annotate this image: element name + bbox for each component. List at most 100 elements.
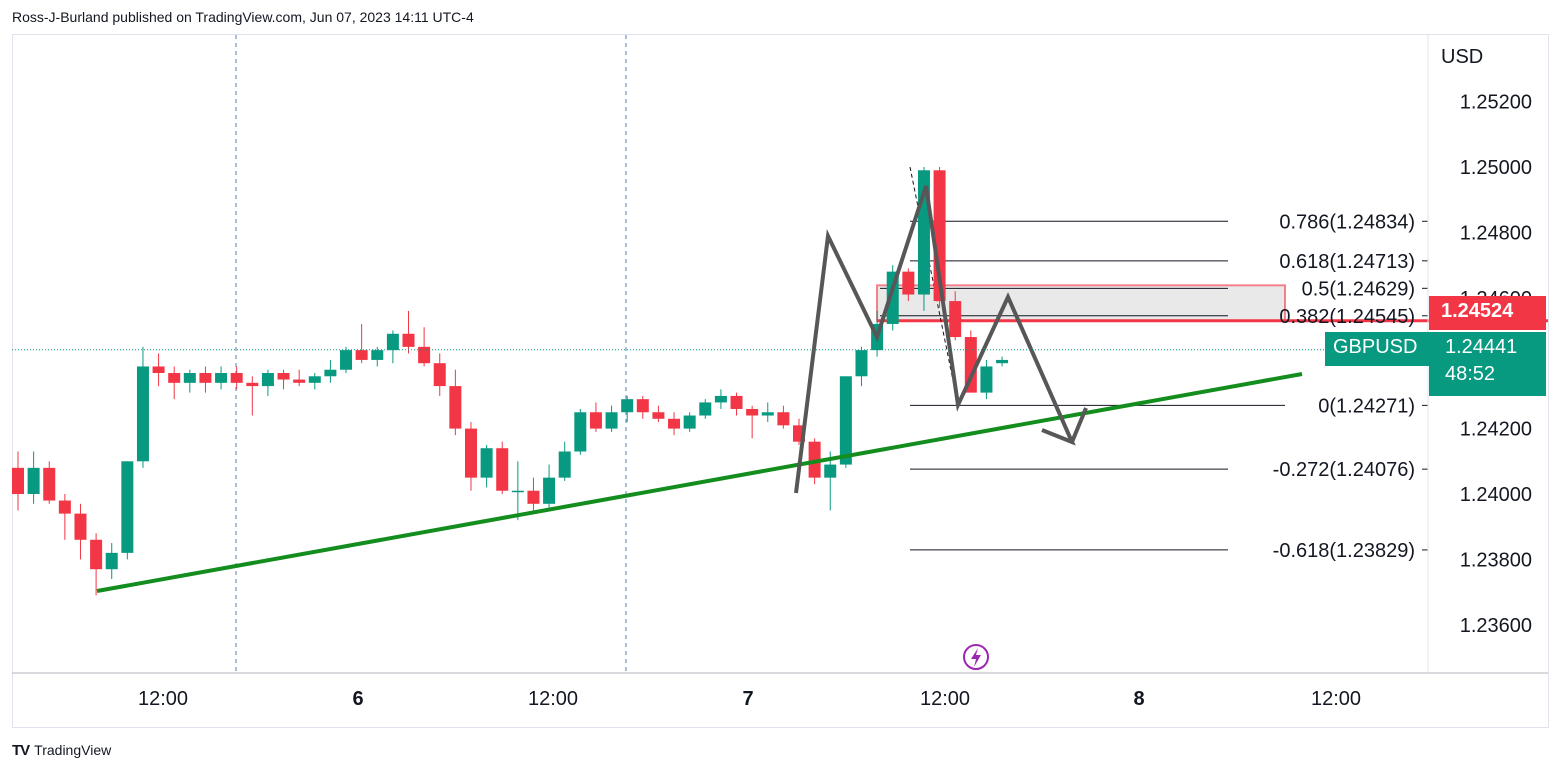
candle-body [199, 373, 212, 383]
candle-body [27, 467, 40, 494]
projected-price-path [794, 185, 1088, 494]
fib-level-label: 0(1.24271) [1318, 395, 1415, 417]
candle-body [839, 376, 852, 465]
candle-body [433, 363, 446, 387]
candle-body [136, 366, 149, 462]
candle-body [340, 350, 353, 370]
axes: 1.252001.250001.248001.246001.242001.240… [12, 35, 1548, 710]
fib-level-label: 0.618(1.24713) [1279, 251, 1415, 273]
candle-body [511, 490, 524, 493]
candle-body [230, 373, 243, 383]
candle-body [402, 333, 415, 347]
candle-body [746, 408, 759, 416]
candle-body [855, 350, 868, 377]
candle-body [808, 441, 821, 478]
x-tick-label: 12:00 [138, 688, 188, 710]
candle-body [730, 395, 743, 409]
x-tick-label: 7 [742, 688, 753, 710]
candle-body [121, 461, 134, 553]
candle-body [574, 412, 587, 452]
candle-body [996, 359, 1009, 364]
candle-body [949, 301, 962, 338]
tradingview-logo-icon: TV [12, 741, 30, 759]
candle-body [824, 464, 837, 478]
y-tick-label: 1.24800 [1460, 222, 1532, 244]
candle-body [74, 513, 87, 540]
candle-body [543, 477, 556, 504]
candle-body [714, 395, 727, 403]
candle-body [105, 552, 118, 570]
candle-body [558, 451, 571, 478]
last-price-value: 1.24441 [1445, 336, 1518, 358]
candle-body [589, 412, 602, 429]
candle-body [261, 373, 274, 387]
symbol-label: GBPUSD [1325, 332, 1429, 366]
ascending-trendline [96, 372, 1303, 593]
chart-frame [12, 34, 1549, 728]
y-tick-label: 1.23800 [1460, 549, 1532, 571]
candle-body [324, 369, 337, 377]
candle-body [449, 386, 462, 429]
candle-body [183, 373, 196, 383]
candle-body [683, 415, 696, 429]
candle-body [308, 376, 321, 383]
y-tick-label: 1.23600 [1460, 615, 1532, 637]
countdown-timer: 48:52 [1445, 363, 1496, 385]
x-tick-label: 12:00 [920, 688, 970, 710]
y-tick-label: 1.24000 [1460, 484, 1532, 506]
fib-level-label: 0.382(1.24545) [1279, 306, 1415, 328]
candle-body [668, 418, 681, 429]
candle-body [636, 399, 649, 413]
last-price-label: 1.24441 48:52 [1429, 332, 1546, 396]
candle-body [386, 333, 399, 351]
candles [12, 167, 1009, 596]
candle-body [215, 373, 228, 383]
candle-body [371, 350, 384, 360]
x-tick-label: 12:00 [528, 688, 578, 710]
marked-price-label: 1.24524 [1429, 296, 1546, 330]
x-tick-label: 8 [1133, 688, 1144, 710]
fib-level-label: -0.618(1.23829) [1273, 540, 1415, 562]
candle-body [496, 448, 509, 491]
y-tick-label: 1.25200 [1460, 92, 1532, 114]
fib-level-label: 0.786(1.24834) [1279, 211, 1415, 233]
candle-body [355, 350, 368, 360]
symbol-name: GBPUSD [1333, 336, 1418, 358]
candle-body [12, 467, 24, 494]
candlestick-chart[interactable]: 0.786(1.24834) 0.618(1.24713) 0.5(1.24629)… [0, 0, 1562, 740]
tradingview-footer[interactable]: TV TradingView [12, 741, 111, 759]
candle-body [90, 539, 103, 570]
candle-body [652, 412, 665, 419]
candle-body [246, 382, 259, 387]
candle-body [58, 500, 71, 514]
candle-body [964, 337, 977, 393]
y-tick-label: 1.24200 [1460, 419, 1532, 441]
candle-body [168, 373, 181, 383]
brand-name: TradingView [34, 742, 112, 758]
candle-body [605, 412, 618, 429]
candle-body [293, 379, 306, 383]
candle-body [777, 412, 790, 426]
candle-body [152, 366, 165, 374]
candle-body [43, 467, 56, 501]
session-separators [235, 35, 627, 672]
candle-body [621, 399, 634, 413]
fibonacci-retracement[interactable]: 0.786(1.24834) 0.618(1.24713) 0.5(1.24629)… [880, 166, 1428, 562]
marked-price-value: 1.24524 [1441, 300, 1514, 322]
candle-body [418, 346, 431, 364]
candle-body [277, 373, 290, 380]
candle-body [902, 271, 915, 295]
x-tick-label: 6 [352, 688, 363, 710]
candle-body [699, 402, 712, 416]
drawings[interactable] [96, 185, 1303, 593]
candle-body [980, 366, 993, 393]
candle-body [761, 412, 774, 416]
fib-level-label: -0.272(1.24076) [1273, 459, 1415, 481]
y-tick-label: 1.25000 [1460, 157, 1532, 179]
candle-body [527, 490, 540, 504]
publisher-attribution: Ross-J-Burland published on TradingView.… [12, 9, 474, 25]
candle-body [480, 448, 493, 478]
x-tick-label: 12:00 [1311, 688, 1361, 710]
lightning-bolt-icon [971, 648, 981, 667]
candle-body [464, 428, 477, 478]
